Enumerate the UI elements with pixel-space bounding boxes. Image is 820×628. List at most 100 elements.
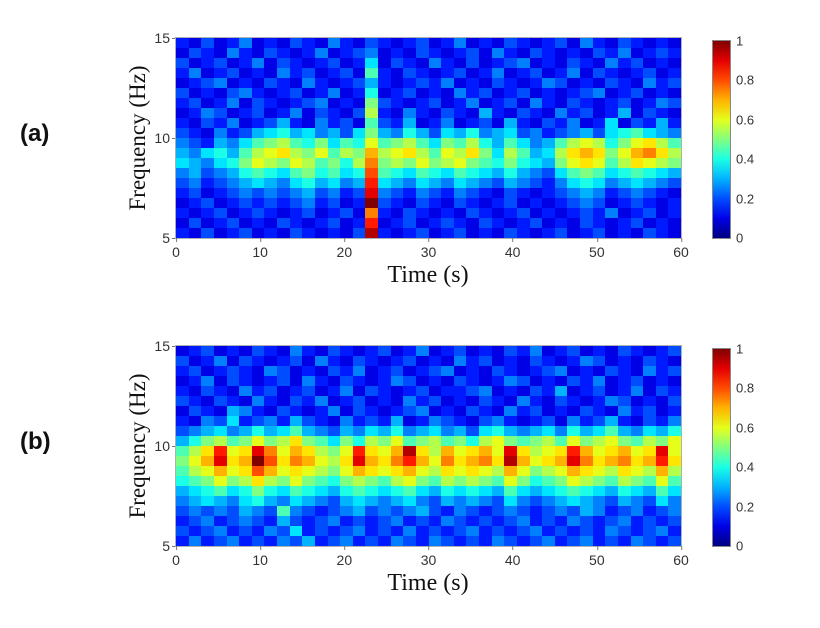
heatmap-cell	[352, 128, 366, 138]
heatmap-cell	[264, 346, 277, 356]
heatmap-cell	[668, 416, 681, 426]
heatmap-cell	[529, 396, 543, 406]
heatmap-cell	[327, 366, 341, 376]
heatmap-cell	[264, 406, 277, 416]
heatmap-cell	[529, 58, 543, 68]
heatmap-cell	[630, 138, 644, 148]
heatmap-cell	[352, 446, 366, 456]
heatmap-cell	[302, 38, 315, 48]
heatmap-cell	[176, 496, 189, 506]
heatmap-cell	[213, 346, 227, 356]
heatmap-cell	[314, 536, 328, 546]
heatmap-cell	[340, 456, 353, 466]
heatmap-cell	[428, 356, 442, 366]
heatmap-cell	[251, 366, 265, 376]
heatmap-cell	[630, 88, 644, 98]
heatmap-cell	[466, 526, 479, 536]
heatmap-cell	[453, 108, 467, 118]
heatmap-cell	[655, 516, 669, 526]
heatmap-cell	[617, 198, 631, 208]
heatmap-cell	[542, 108, 555, 118]
heatmap-cell	[239, 218, 252, 228]
heatmap-cell	[542, 78, 555, 88]
heatmap-cell	[554, 476, 568, 486]
heatmap-cell	[352, 138, 366, 148]
heatmap-cell	[415, 496, 429, 506]
heatmap-cell	[403, 198, 416, 208]
heatmap-cell	[504, 376, 517, 386]
heatmap-cell	[251, 446, 265, 456]
heatmap-cell	[302, 536, 315, 546]
heatmap-cell	[403, 88, 416, 98]
heatmap-cell	[580, 168, 593, 178]
heatmap-cell	[213, 188, 227, 198]
heatmap-cell	[302, 376, 315, 386]
heatmap-cell	[542, 48, 555, 58]
heatmap-cell	[365, 506, 378, 516]
heatmap-cell	[441, 58, 454, 68]
heatmap-cell	[239, 138, 252, 148]
heatmap-cell	[176, 118, 189, 128]
heatmap-cell	[655, 526, 669, 536]
heatmap-cell	[630, 228, 644, 238]
heatmap-cell	[289, 466, 303, 476]
heatmap-cell	[516, 108, 530, 118]
heatmap-cell	[340, 128, 353, 138]
heatmap-cell	[668, 108, 681, 118]
heatmap-cell	[352, 396, 366, 406]
heatmap-cell	[314, 366, 328, 376]
heatmap-cell	[441, 98, 454, 108]
heatmap-cell	[277, 88, 290, 98]
heatmap-cell	[605, 188, 618, 198]
heatmap-cell	[491, 178, 505, 188]
heatmap-cell	[314, 356, 328, 366]
heatmap-cell	[516, 218, 530, 228]
heatmap-cell	[630, 98, 644, 108]
x-tick-label: 60	[673, 546, 689, 568]
heatmap-cell	[554, 48, 568, 58]
heatmap-cell	[365, 228, 378, 238]
heatmap-cell	[491, 158, 505, 168]
heatmap-cell	[529, 436, 543, 446]
heatmap-cell	[251, 516, 265, 526]
heatmap-cell	[352, 376, 366, 386]
heatmap-cell	[567, 446, 580, 456]
heatmap-cell	[466, 158, 479, 168]
heatmap-cell	[529, 506, 543, 516]
heatmap-cell	[403, 386, 416, 396]
heatmap-cell	[213, 118, 227, 128]
heatmap-cell	[327, 128, 341, 138]
x-tick-label: 20	[336, 546, 353, 568]
heatmap-cell	[365, 148, 378, 158]
heatmap-cell	[213, 128, 227, 138]
heatmap-cell	[264, 506, 277, 516]
heatmap-cell	[453, 48, 467, 58]
heatmap-cell	[592, 536, 606, 546]
heatmap-cell	[340, 168, 353, 178]
heatmap-cell	[466, 406, 479, 416]
heatmap-cell	[630, 536, 644, 546]
heatmap-cell	[605, 526, 618, 536]
heatmap-cell	[226, 98, 240, 108]
heatmap-cell	[542, 168, 555, 178]
heatmap-cell	[188, 396, 202, 406]
heatmap-cell	[415, 118, 429, 128]
heatmap-cell	[213, 228, 227, 238]
heatmap-cell	[403, 346, 416, 356]
heatmap-cell	[504, 456, 517, 466]
heatmap-cell	[302, 366, 315, 376]
heatmap-cell	[352, 456, 366, 466]
heatmap-cell	[327, 78, 341, 88]
heatmap-cell	[643, 446, 656, 456]
heatmap-cell	[352, 486, 366, 496]
heatmap-cell	[415, 476, 429, 486]
heatmap-cell	[403, 228, 416, 238]
heatmap-cell	[264, 148, 277, 158]
heatmap-cell	[415, 446, 429, 456]
heatmap-cell	[264, 376, 277, 386]
heatmap-cell	[251, 128, 265, 138]
heatmap-cell	[314, 228, 328, 238]
heatmap-cell	[264, 188, 277, 198]
heatmap-cell	[289, 178, 303, 188]
heatmap-cell	[529, 68, 543, 78]
